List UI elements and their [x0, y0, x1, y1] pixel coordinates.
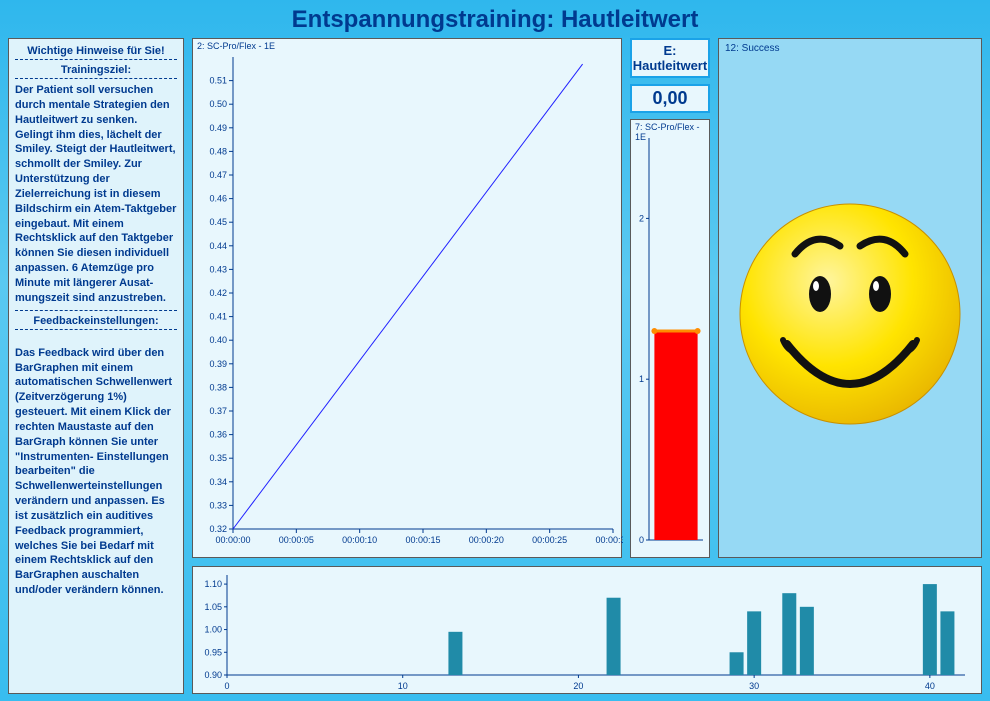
line-chart-panel[interactable]: 2: SC-Pro/Flex - 1E 0.32 0.33 0.34 0.35 0.36…	[192, 38, 622, 558]
svg-text:20: 20	[573, 681, 583, 691]
svg-text:1.05: 1.05	[204, 602, 222, 612]
svg-text:00:00:05: 00:00:05	[279, 535, 314, 545]
goal-text: Der Patient soll versuchen durch mentale…	[15, 83, 177, 306]
svg-text:0.48: 0.48	[209, 146, 227, 156]
svg-text:0.40: 0.40	[209, 335, 227, 345]
svg-text:0.49: 0.49	[209, 123, 227, 133]
svg-text:0.95: 0.95	[204, 647, 222, 657]
svg-text:0.41: 0.41	[209, 312, 227, 322]
svg-text:0.50: 0.50	[209, 99, 227, 109]
svg-text:1.10: 1.10	[204, 579, 222, 589]
line-chart-svg: 0.32 0.33 0.34 0.35 0.36 0.37 0.38 0.39 0.40 0.41…	[193, 39, 623, 559]
bottom-bar-chart[interactable]: 0.90 0.95 1.00 1.05 1.10 0 10 20 30 40	[192, 566, 982, 694]
bottom-bar-svg: 0.90 0.95 1.00 1.05 1.10 0 10 20 30 40	[193, 567, 977, 693]
svg-text:40: 40	[925, 681, 935, 691]
smiley-icon	[725, 54, 975, 544]
svg-text:30: 30	[749, 681, 759, 691]
svg-text:0.43: 0.43	[209, 264, 227, 274]
svg-text:0.47: 0.47	[209, 170, 227, 180]
svg-text:00:00:10: 00:00:10	[342, 535, 377, 545]
svg-text:0: 0	[639, 535, 644, 545]
svg-text:00:00:20: 00:00:20	[469, 535, 504, 545]
bar-column: E: Hautleitwert 0,00 7: SC-Pro/Flex - 1E…	[630, 38, 710, 558]
red-bar-svg: 0 1 2	[631, 120, 709, 554]
svg-text:0.90: 0.90	[204, 670, 222, 680]
svg-text:0.38: 0.38	[209, 382, 227, 392]
svg-text:2: 2	[639, 213, 644, 223]
goal-title: Trainingsziel:	[15, 64, 177, 79]
svg-text:0.51: 0.51	[209, 76, 227, 86]
feedback-title: Feedbackeinstellungen:	[15, 315, 177, 330]
svg-text:0.37: 0.37	[209, 406, 227, 416]
svg-text:0: 0	[224, 681, 229, 691]
svg-text:0.44: 0.44	[209, 241, 227, 251]
right-area: 2: SC-Pro/Flex - 1E 0.32 0.33 0.34 0.35 0.36…	[192, 38, 982, 694]
svg-text:0.39: 0.39	[209, 359, 227, 369]
value-box-value: 0,00	[630, 84, 710, 113]
svg-text:0.34: 0.34	[209, 477, 227, 487]
feedback-text: Das Feedback wird über den BarGraphen mi…	[15, 346, 177, 598]
svg-text:00:00:30: 00:00:30	[595, 535, 623, 545]
svg-text:0.42: 0.42	[209, 288, 227, 298]
smiley-label: 12: Success	[725, 43, 779, 54]
svg-text:00:00:00: 00:00:00	[215, 535, 250, 545]
svg-text:00:00:25: 00:00:25	[532, 535, 567, 545]
svg-text:0.35: 0.35	[209, 453, 227, 463]
svg-text:1: 1	[639, 374, 644, 384]
svg-text:1.00: 1.00	[204, 625, 222, 635]
svg-text:0.46: 0.46	[209, 194, 227, 204]
red-bar-label: 7: SC-Pro/Flex - 1E	[635, 122, 709, 142]
line-chart-label: 2: SC-Pro/Flex - 1E	[197, 41, 275, 51]
main-layout: Wichtige Hinweise für Sie! Trainingsziel…	[0, 38, 990, 694]
svg-text:00:00:15: 00:00:15	[405, 535, 440, 545]
red-bar-panel[interactable]: 7: SC-Pro/Flex - 1E 0 1 2	[630, 119, 710, 558]
svg-text:10: 10	[398, 681, 408, 691]
top-row: 2: SC-Pro/Flex - 1E 0.32 0.33 0.34 0.35 0.36…	[192, 38, 982, 558]
sidebar-heading: Wichtige Hinweise für Sie!	[15, 45, 177, 60]
svg-text:0.32: 0.32	[209, 524, 227, 534]
instructions-panel: Wichtige Hinweise für Sie! Trainingsziel…	[8, 38, 184, 694]
divider	[15, 310, 177, 311]
svg-text:0.36: 0.36	[209, 430, 227, 440]
svg-text:0.45: 0.45	[209, 217, 227, 227]
svg-text:0.33: 0.33	[209, 500, 227, 510]
value-box-label: E: Hautleitwert	[630, 38, 710, 78]
smiley-panel: 12: Success	[718, 38, 982, 558]
page-title: Entspannungstraining: Hautleitwert	[0, 0, 990, 38]
